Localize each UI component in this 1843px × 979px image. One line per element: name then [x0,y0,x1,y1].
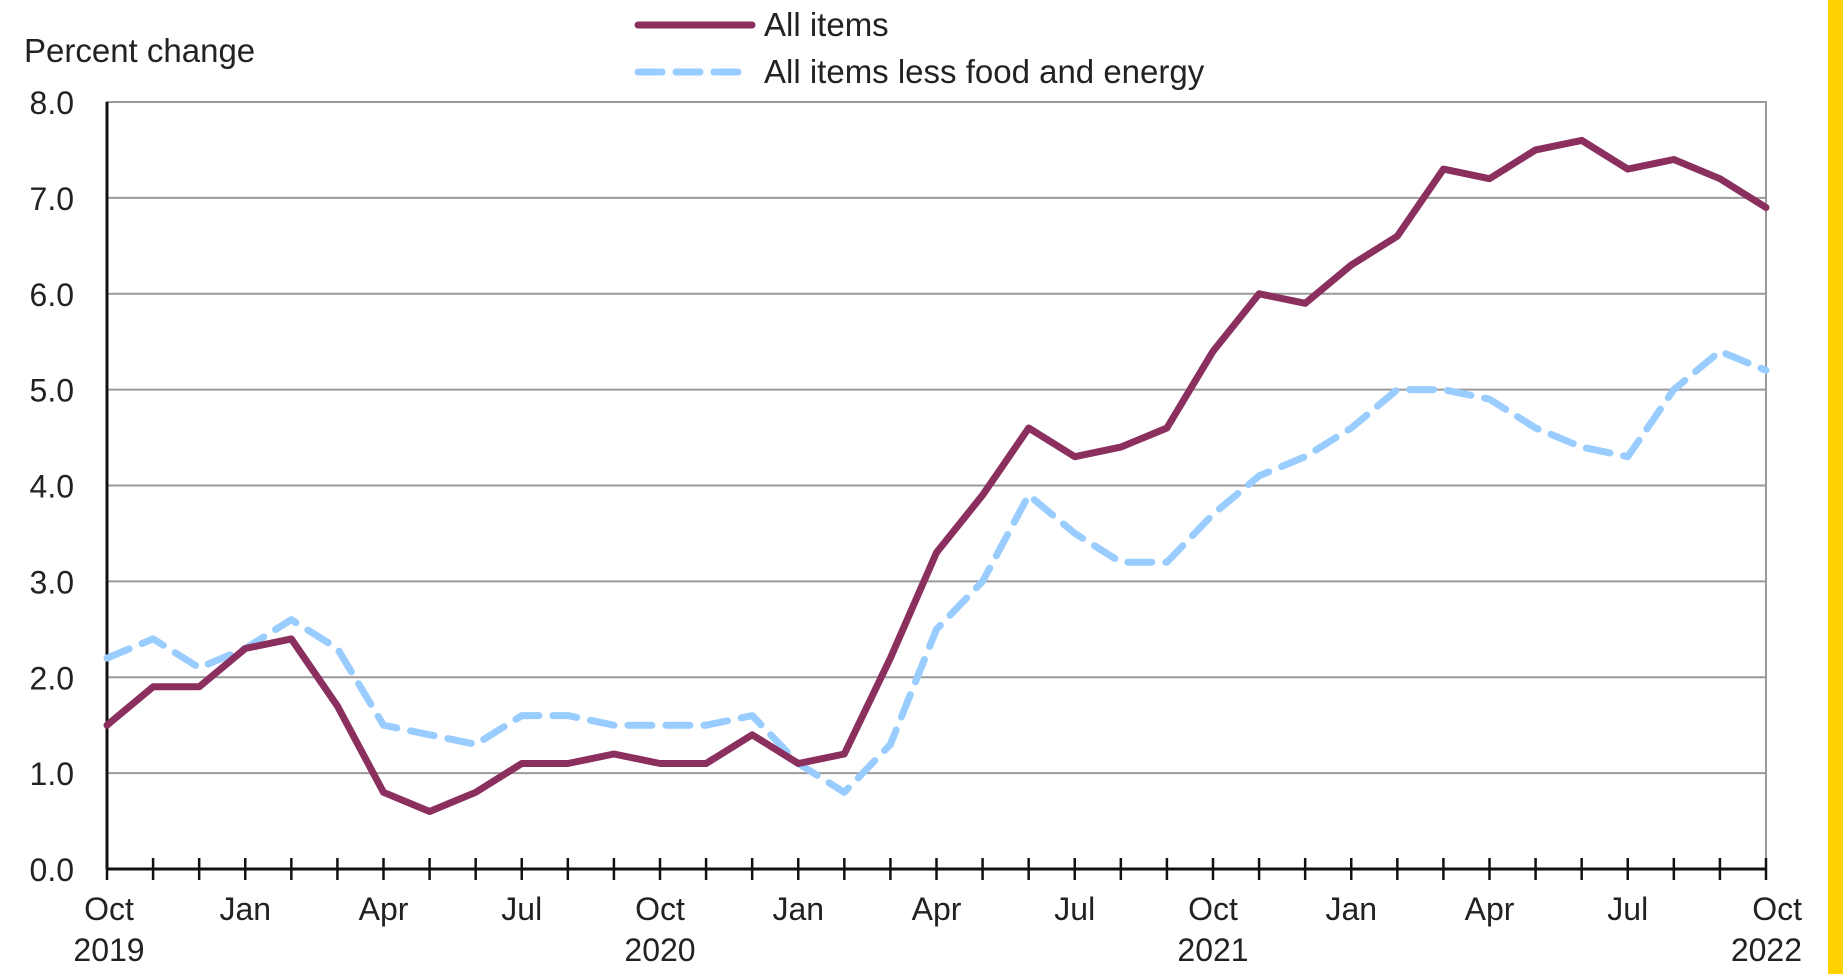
legend-label: All items less food and energy [764,53,1205,90]
legend: All items All items less food and energy [634,6,1205,90]
y-tick-label: 6.0 [30,277,74,313]
axes [105,101,1768,880]
x-tick-label: Jul [501,891,542,927]
y-tick-label: 0.0 [30,852,74,888]
x-tick-label: Jul [1607,891,1648,927]
x-tick-label: Apr [1465,891,1515,927]
x-tick-label: Oct [84,891,134,927]
series-line-all-items [103,136,1770,815]
x-tick-label: Jan [219,891,271,927]
x-tick-label: Jan [1325,891,1377,927]
x-tick-label: Apr [912,891,962,927]
x-tick-year-label: 2022 [1731,932,1802,968]
y-tick-label: 2.0 [30,660,74,696]
y-axis-title: Percent change [24,32,255,69]
y-tick-label: 4.0 [30,469,74,505]
y-tick-label: 5.0 [30,373,74,409]
series-lines [103,136,1770,815]
y-tick-label: 8.0 [30,85,74,121]
x-tick-label: Oct [1188,891,1238,927]
series-line-core [103,347,1770,796]
tick-labels: 0.0 1.0 2.0 3.0 4.0 5.0 6.0 7.0 8.0 Oct 2019 Jan Apr… [30,85,1803,968]
x-tick-label: Oct [1752,891,1802,927]
decorative-stripe [1828,0,1843,974]
y-tick-label: 3.0 [30,564,74,600]
x-tick-year-label: 2020 [624,932,695,968]
gridlines [107,101,1766,775]
x-tick-label: Jan [772,891,824,927]
x-tick-year-label: 2021 [1177,932,1248,968]
y-tick-label: 1.0 [30,756,74,792]
x-tick-label: Jul [1054,891,1095,927]
legend-label: All items [764,6,889,43]
y-tick-label: 7.0 [30,181,74,217]
x-tick-label: Apr [359,891,409,927]
x-tick-label: Oct [635,891,685,927]
x-tick-year-label: 2019 [73,932,144,968]
